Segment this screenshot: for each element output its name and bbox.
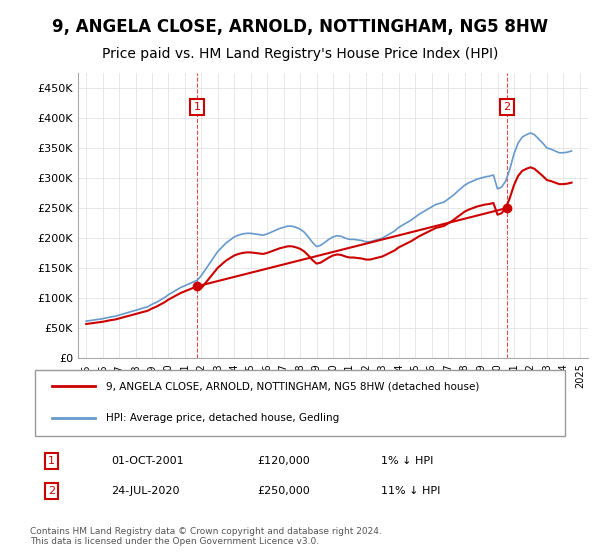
Text: 1: 1 — [194, 102, 201, 112]
Text: Price paid vs. HM Land Registry's House Price Index (HPI): Price paid vs. HM Land Registry's House … — [102, 48, 498, 62]
Text: 9, ANGELA CLOSE, ARNOLD, NOTTINGHAM, NG5 8HW: 9, ANGELA CLOSE, ARNOLD, NOTTINGHAM, NG5… — [52, 18, 548, 36]
Text: 11% ↓ HPI: 11% ↓ HPI — [381, 486, 440, 496]
Text: 24-JUL-2020: 24-JUL-2020 — [111, 486, 179, 496]
FancyBboxPatch shape — [35, 371, 565, 436]
Text: Contains HM Land Registry data © Crown copyright and database right 2024.
This d: Contains HM Land Registry data © Crown c… — [30, 526, 382, 546]
Text: £250,000: £250,000 — [257, 486, 310, 496]
Text: 2: 2 — [503, 102, 510, 112]
Text: £120,000: £120,000 — [257, 456, 310, 466]
Text: HPI: Average price, detached house, Gedling: HPI: Average price, detached house, Gedl… — [106, 413, 339, 423]
Text: 1% ↓ HPI: 1% ↓ HPI — [381, 456, 433, 466]
Text: 2: 2 — [48, 486, 55, 496]
Text: 1: 1 — [48, 456, 55, 466]
Text: 01-OCT-2001: 01-OCT-2001 — [111, 456, 184, 466]
Text: 9, ANGELA CLOSE, ARNOLD, NOTTINGHAM, NG5 8HW (detached house): 9, ANGELA CLOSE, ARNOLD, NOTTINGHAM, NG5… — [106, 381, 479, 391]
